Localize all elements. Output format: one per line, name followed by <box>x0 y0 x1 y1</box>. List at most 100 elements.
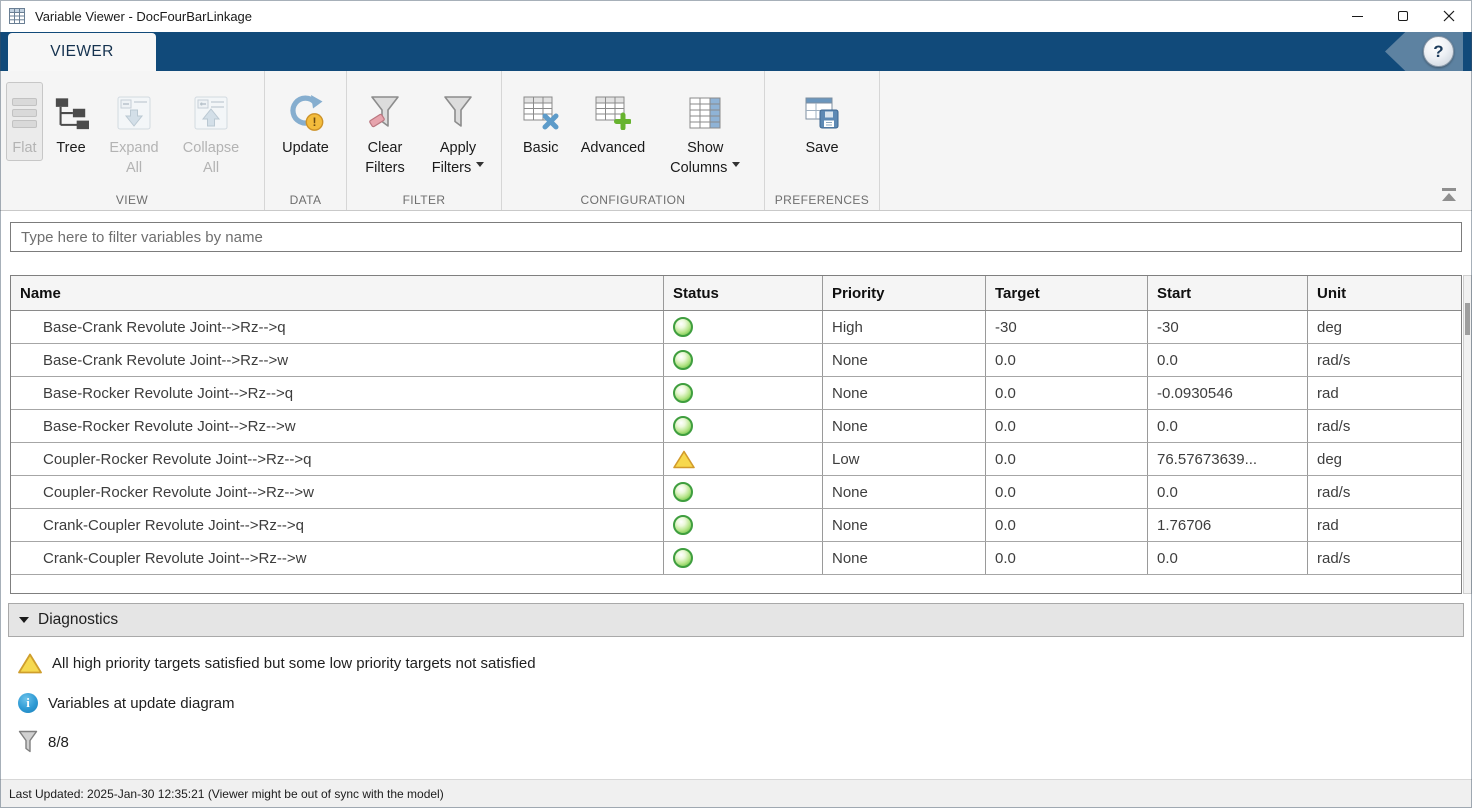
status-ok-icon <box>673 383 693 403</box>
table-scrollbar[interactable] <box>1463 275 1472 594</box>
cell-priority: None <box>823 509 986 541</box>
expand-all-icon <box>117 96 151 130</box>
cell-unit: rad/s <box>1308 476 1461 508</box>
flat-button[interactable]: Flat <box>6 82 43 161</box>
cell-unit: deg <box>1308 311 1461 343</box>
tree-button[interactable]: Tree <box>47 82 95 161</box>
column-header-status[interactable]: Status <box>664 276 823 310</box>
tab-viewer[interactable]: VIEWER <box>8 33 156 71</box>
cell-status <box>664 443 823 475</box>
maximize-button[interactable] <box>1380 0 1426 32</box>
last-updated-text: Last Updated: 2025-Jan-30 12:35:21 (View… <box>9 787 444 801</box>
cell-unit: rad/s <box>1308 344 1461 376</box>
section-label-data: DATA <box>265 193 346 207</box>
table-row[interactable]: Coupler-Rocker Revolute Joint-->Rz-->w N… <box>11 476 1461 509</box>
cell-priority: None <box>823 476 986 508</box>
collapse-ribbon-button[interactable] <box>1438 188 1460 204</box>
table-row[interactable]: Base-Crank Revolute Joint-->Rz-->q High … <box>11 311 1461 344</box>
cell-start: 0.0 <box>1148 344 1308 376</box>
table-row[interactable]: Base-Rocker Revolute Joint-->Rz-->w None… <box>11 410 1461 443</box>
section-label-filter: FILTER <box>347 193 501 207</box>
column-header-unit[interactable]: Unit <box>1308 276 1461 310</box>
cell-target: 0.0 <box>986 509 1148 541</box>
cell-target: 0.0 <box>986 443 1148 475</box>
cell-target: 0.0 <box>986 476 1148 508</box>
status-ok-icon <box>673 482 693 502</box>
collapse-caret-icon <box>19 617 29 623</box>
minimize-button[interactable] <box>1334 0 1380 32</box>
status-ok-icon <box>673 350 693 370</box>
cell-status <box>664 311 823 343</box>
cell-name: Coupler-Rocker Revolute Joint-->Rz-->w <box>11 476 664 508</box>
chevron-down-icon <box>476 162 484 171</box>
status-bar: Last Updated: 2025-Jan-30 12:35:21 (View… <box>0 779 1472 808</box>
close-button[interactable] <box>1426 0 1472 32</box>
status-ok-icon <box>673 515 693 535</box>
cell-start: -30 <box>1148 311 1308 343</box>
cell-target: 0.0 <box>986 344 1148 376</box>
tree-icon <box>53 96 89 131</box>
column-header-priority[interactable]: Priority <box>823 276 986 310</box>
section-label-configuration: CONFIGURATION <box>502 193 764 207</box>
ribbon-section-filter: Clear Filters Apply Filters FILTER <box>347 71 502 210</box>
window-title: Variable Viewer - DocFourBarLinkage <box>35 9 252 24</box>
column-header-name[interactable]: Name <box>11 276 664 310</box>
ribbon-section-data: ! Update DATA <box>265 71 347 210</box>
status-ok-icon <box>673 416 693 436</box>
cell-name: Coupler-Rocker Revolute Joint-->Rz-->q <box>11 443 664 475</box>
warning-icon <box>18 653 42 674</box>
cell-status <box>664 377 823 409</box>
minimize-icon <box>1352 16 1363 17</box>
cell-status <box>664 344 823 376</box>
cell-start: 76.57673639... <box>1148 443 1308 475</box>
cell-priority: Low <box>823 443 986 475</box>
cell-unit: deg <box>1308 443 1461 475</box>
save-button[interactable]: Save <box>798 82 846 161</box>
cell-name: Crank-Coupler Revolute Joint-->Rz-->w <box>11 542 664 574</box>
cell-priority: None <box>823 377 986 409</box>
clear-filters-icon <box>368 95 402 131</box>
update-button[interactable]: ! Update <box>276 82 335 161</box>
status-ok-icon <box>673 548 693 568</box>
apply-filters-icon <box>442 95 474 131</box>
cell-unit: rad/s <box>1308 410 1461 442</box>
table-row[interactable]: Base-Rocker Revolute Joint-->Rz-->q None… <box>11 377 1461 410</box>
section-label-preferences: PREFERENCES <box>765 193 879 207</box>
column-header-target[interactable]: Target <box>986 276 1148 310</box>
chevron-down-icon <box>732 162 740 171</box>
flat-icon <box>12 98 37 128</box>
cell-start: 0.0 <box>1148 542 1308 574</box>
cell-name: Base-Crank Revolute Joint-->Rz-->w <box>11 344 664 376</box>
advanced-button[interactable]: Advanced <box>575 82 652 161</box>
save-icon <box>804 95 840 131</box>
show-columns-button[interactable]: Show Columns <box>661 82 749 182</box>
section-label-view: VIEW <box>0 193 264 207</box>
help-icon[interactable]: ? <box>1423 36 1454 67</box>
cell-start: 0.0 <box>1148 410 1308 442</box>
update-icon: ! <box>286 94 324 132</box>
variables-table: Name Status Priority Target Start Unit B… <box>10 275 1462 594</box>
cell-target: -30 <box>986 311 1148 343</box>
table-row[interactable]: Coupler-Rocker Revolute Joint-->Rz-->q L… <box>11 443 1461 476</box>
table-row[interactable]: Crank-Coupler Revolute Joint-->Rz-->q No… <box>11 509 1461 542</box>
scrollbar-thumb[interactable] <box>1465 303 1470 335</box>
clear-filters-button[interactable]: Clear Filters <box>355 82 415 182</box>
cell-target: 0.0 <box>986 542 1148 574</box>
variable-filter-input[interactable] <box>10 222 1462 252</box>
column-header-start[interactable]: Start <box>1148 276 1308 310</box>
ribbon-section-view: Flat Tree <box>0 71 265 210</box>
table-row[interactable]: Base-Crank Revolute Joint-->Rz-->w None … <box>11 344 1461 377</box>
cell-start: -0.0930546 <box>1148 377 1308 409</box>
expand-all-button[interactable]: Expand All <box>99 82 169 182</box>
apply-filters-button[interactable]: Apply Filters <box>423 82 493 182</box>
collapse-all-button[interactable]: Collapse All <box>173 82 249 182</box>
close-icon <box>1443 10 1455 22</box>
cell-unit: rad <box>1308 509 1461 541</box>
basic-button[interactable]: Basic <box>517 82 565 161</box>
diagnostics-title: Diagnostics <box>38 611 118 629</box>
ribbon-section-preferences: Save PREFERENCES <box>765 71 880 210</box>
diagnostics-header[interactable]: Diagnostics <box>8 603 1464 637</box>
cell-priority: None <box>823 542 986 574</box>
app-table-icon <box>9 8 25 24</box>
table-row[interactable]: Crank-Coupler Revolute Joint-->Rz-->w No… <box>11 542 1461 575</box>
